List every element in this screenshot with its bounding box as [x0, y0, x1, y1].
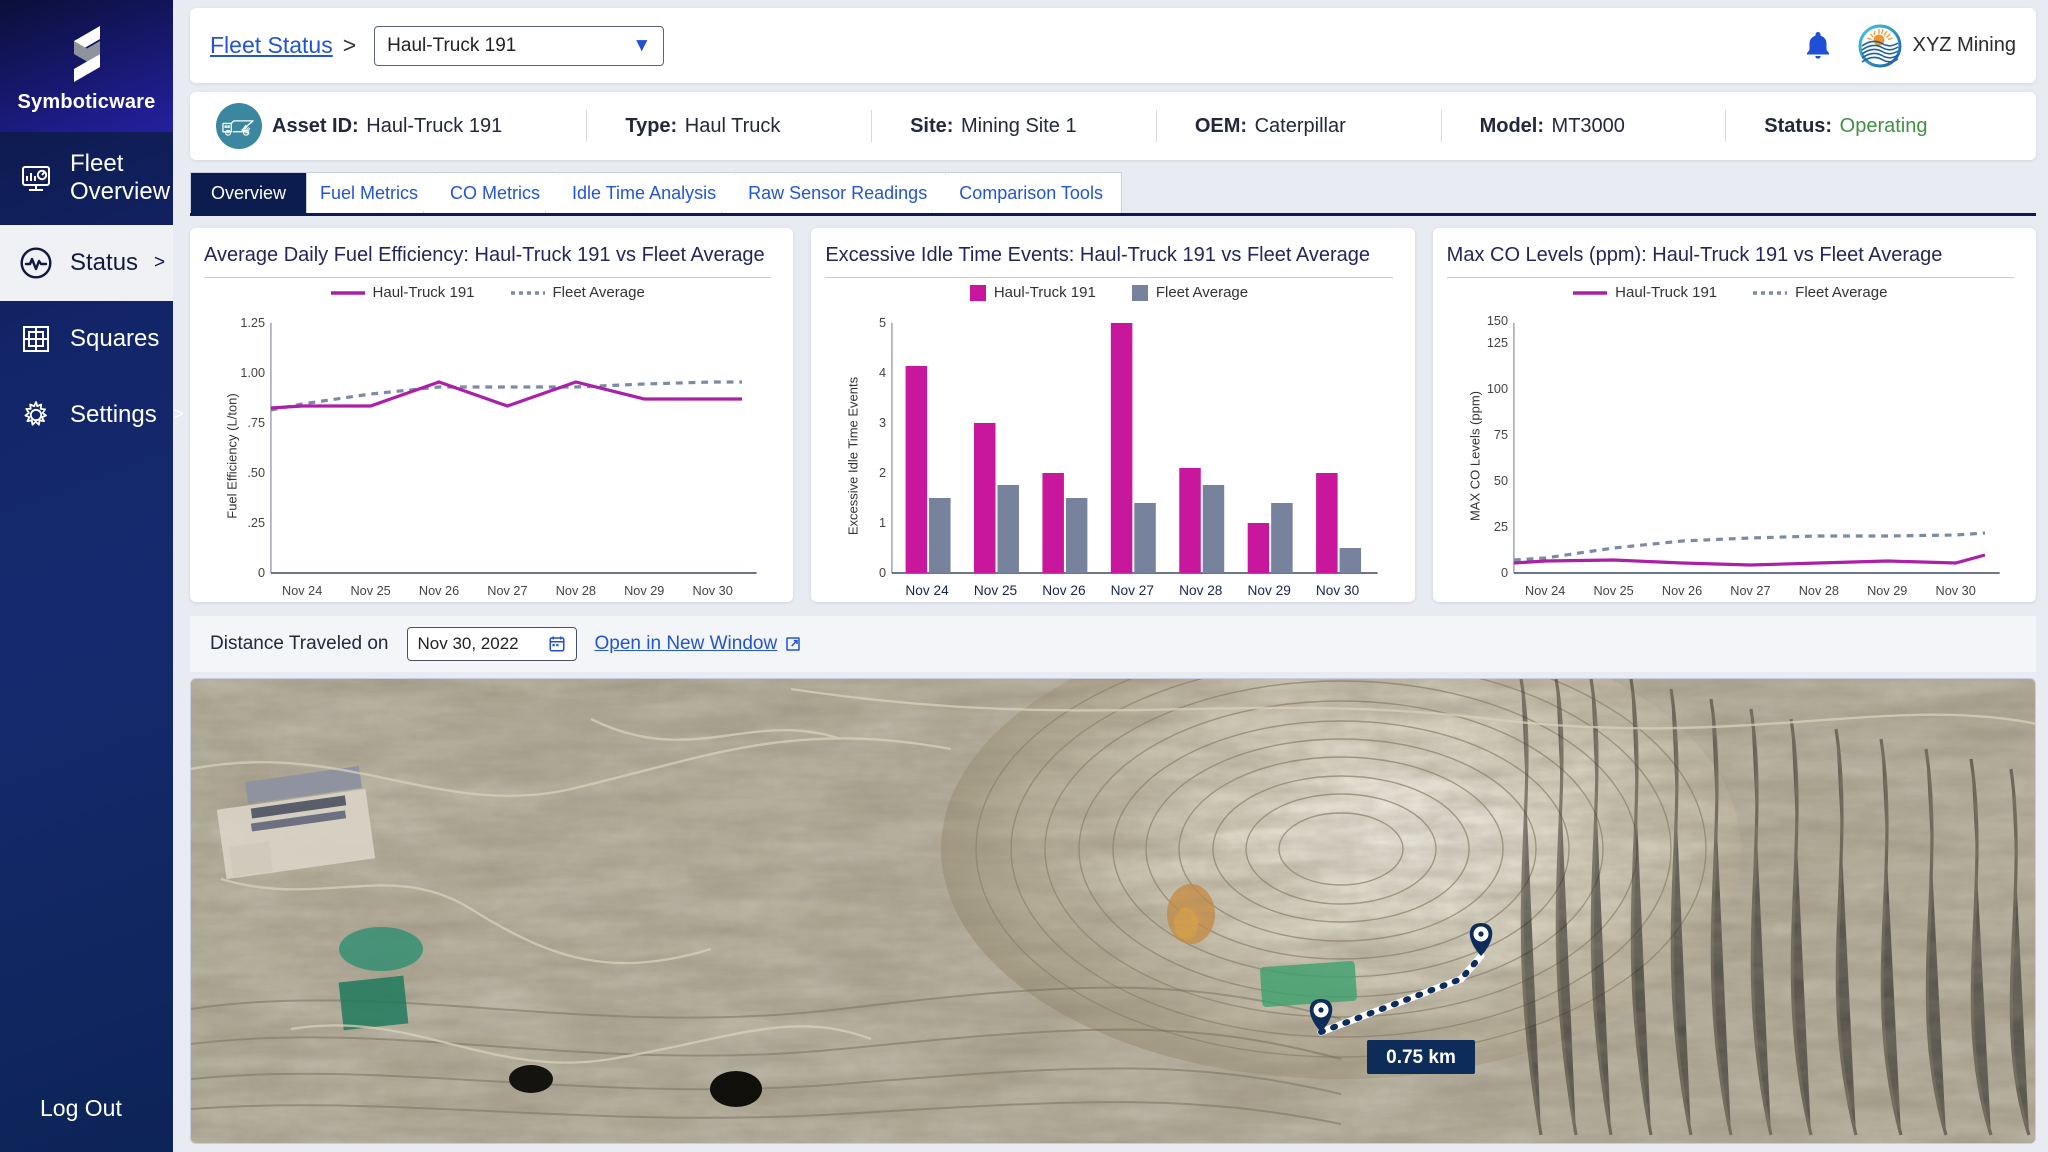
svg-text:Nov 28: Nov 28	[1798, 583, 1838, 598]
svg-text:Nov 26: Nov 26	[1662, 583, 1702, 598]
svg-text:Nov 25: Nov 25	[350, 583, 390, 598]
svg-text:.75: .75	[247, 415, 265, 430]
svg-text:0: 0	[1501, 565, 1508, 580]
svg-text:Nov 26: Nov 26	[419, 583, 459, 598]
svg-text:Nov 28: Nov 28	[1179, 582, 1223, 598]
svg-text:5: 5	[879, 315, 886, 330]
svg-text:Nov 27: Nov 27	[1111, 582, 1154, 598]
svg-text:.25: .25	[247, 515, 265, 530]
svg-text:Nov 24: Nov 24	[282, 583, 322, 598]
svg-text:Nov 29: Nov 29	[1248, 582, 1292, 598]
svg-text:Nov 24: Nov 24	[906, 582, 950, 598]
svg-text:Nov 29: Nov 29	[1867, 583, 1907, 598]
svg-text:Nov 25: Nov 25	[1593, 583, 1633, 598]
svg-text:Nov 30: Nov 30	[693, 583, 733, 598]
svg-text:Nov 24: Nov 24	[1525, 583, 1565, 598]
svg-text:0: 0	[879, 565, 886, 580]
svg-text:1: 1	[879, 515, 886, 530]
svg-text:100: 100	[1487, 381, 1508, 396]
svg-text:1.00: 1.00	[240, 365, 265, 380]
svg-text:Nov 28: Nov 28	[556, 583, 596, 598]
svg-text:Nov 25: Nov 25	[974, 582, 1018, 598]
svg-text:Nov 26: Nov 26	[1043, 582, 1087, 598]
svg-text:0: 0	[258, 565, 265, 580]
svg-text:2: 2	[879, 465, 886, 480]
svg-text:3: 3	[879, 415, 886, 430]
svg-text:Nov 27: Nov 27	[1730, 583, 1770, 598]
svg-text:1.25: 1.25	[240, 315, 265, 330]
svg-text:75: 75	[1494, 427, 1508, 442]
svg-text:0.75 km: 0.75 km	[1386, 1047, 1456, 1068]
svg-text:Nov 27: Nov 27	[487, 583, 527, 598]
svg-text:.50: .50	[247, 465, 265, 480]
svg-text:50: 50	[1494, 473, 1508, 488]
svg-text:4: 4	[879, 365, 886, 380]
svg-text:Nov 29: Nov 29	[624, 583, 664, 598]
svg-text:25: 25	[1494, 519, 1508, 534]
svg-text:150: 150	[1487, 313, 1508, 328]
svg-text:Nov 30: Nov 30	[1935, 583, 1975, 598]
svg-text:Nov 30: Nov 30	[1316, 582, 1360, 598]
svg-text:125: 125	[1487, 335, 1508, 350]
